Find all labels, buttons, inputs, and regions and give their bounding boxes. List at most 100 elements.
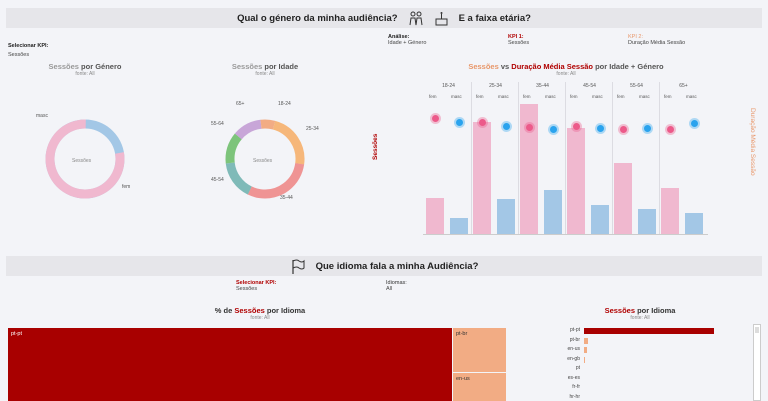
languages-control[interactable]: Idiomas: All [386, 280, 407, 292]
combo-bar-35-44-masc[interactable] [544, 190, 562, 234]
age-band-label: 25-34 [489, 83, 502, 89]
combo-bar-55-64-fem[interactable] [614, 163, 632, 234]
age-label-65plus: 65+ [236, 101, 245, 107]
lang-bar-en-us[interactable] [584, 347, 587, 353]
kpi1-control[interactable]: KPI 1: Sessões [508, 34, 529, 46]
lang-bar-label: en-us [567, 346, 580, 352]
combo-dot-25-34-fem[interactable] [479, 119, 486, 127]
combo-chart-header: Sessões vs Duração Média Sessão por Idad… [424, 62, 708, 77]
gender-chart-source: fonte: All [75, 71, 95, 77]
analysis-control[interactable]: Análise: Idade + Género [388, 34, 426, 46]
gender-chart-header: Sessões por Género fonte: All [30, 62, 140, 77]
lang-bar-label: pt-br [569, 336, 580, 343]
combo-baseline [423, 234, 708, 235]
select-kpi-value-2: Sessões [236, 286, 258, 292]
age-band-label: 35-44 [536, 83, 549, 89]
lang-bar-en-gb[interactable] [584, 356, 586, 363]
column-divider [659, 82, 660, 234]
combo-bar-25-34-masc[interactable] [497, 198, 515, 234]
column-divider [518, 82, 519, 234]
kpi2-value: Duração Média Sessão [628, 40, 686, 46]
combo-title-vs: vs [498, 62, 512, 71]
kpi2-control[interactable]: KPI 2: Duração Média Sessão [628, 34, 685, 46]
gender-label-fem: fem [122, 184, 131, 190]
gender-chart-title-rest: por Género [78, 62, 122, 71]
combo-dot-65+-fem[interactable] [667, 126, 674, 134]
people-icon [409, 11, 423, 25]
combo-dot-25-34-masc[interactable] [503, 122, 510, 130]
combo-bar-45-54-fem[interactable] [567, 127, 585, 234]
combo-bar-65+-fem[interactable] [661, 188, 679, 234]
gender-donut-center: Sessões [72, 158, 92, 164]
combo-dot-35-44-fem[interactable] [526, 123, 533, 131]
combo-dot-45-54-masc[interactable] [597, 124, 604, 132]
age-donut-chart[interactable] [220, 114, 310, 204]
age-band-label: 65+ [679, 83, 688, 89]
scrollbar-thumb[interactable] [755, 327, 759, 333]
lang-bar-pt-pt[interactable] [584, 328, 714, 334]
languages-label: Idiomas: [386, 280, 407, 286]
donut-slice-45-54[interactable] [220, 114, 310, 204]
kpi2-label: KPI 2: [628, 34, 643, 40]
combo-dot-18-24-masc[interactable] [456, 119, 463, 127]
combo-dot-18-24-fem[interactable] [432, 114, 439, 122]
age-chart-source: fonte: All [255, 71, 275, 77]
donut-slice-fem[interactable] [44, 118, 125, 199]
select-kpi-control-2[interactable]: Selecionar KPI: Sessões [236, 280, 276, 292]
gender-donut-chart[interactable] [40, 114, 130, 204]
age-donut-slices [220, 114, 310, 204]
column-divider [612, 82, 613, 234]
donut-slice-18-24[interactable] [225, 119, 305, 199]
treemap-title-post: por Idioma [264, 306, 306, 315]
combo-title-rest: por Idade + Género [593, 62, 664, 71]
gender-sub-label: fem [476, 94, 484, 99]
treemap-title-kpi: Sessões [234, 306, 265, 315]
combo-dot-45-54-fem[interactable] [573, 122, 580, 130]
treemap-cell-pt-pt[interactable]: pt-pt [8, 328, 452, 401]
age-label-55-64: 55-64 [211, 121, 224, 127]
combo-dot-35-44-masc[interactable] [550, 125, 557, 133]
languages-value: All [386, 286, 393, 292]
combo-dot-65+-masc[interactable] [691, 120, 698, 128]
lang-bar-source: fonte: All [630, 315, 650, 321]
column-divider [565, 82, 566, 234]
gender-label-masc: masc [36, 113, 48, 119]
combo-dot-55-64-fem[interactable] [620, 126, 627, 134]
treemap-cell-pt-br[interactable]: pt-br [453, 328, 506, 372]
banner-gender-question: Qual o género da minha audiência? [237, 12, 398, 24]
lang-bar-pt-br[interactable] [584, 337, 588, 344]
age-label-18-24: 18-24 [278, 101, 291, 107]
age-band-label: 45-54 [583, 83, 596, 89]
analysis-label: Análise: [388, 34, 410, 40]
combo-bar-18-24-masc[interactable] [450, 218, 468, 234]
treemap-cell-en-us[interactable]: en-us [453, 373, 506, 401]
combo-bar-65+-masc[interactable] [685, 213, 703, 234]
banner-age-question: E a faixa etária? [458, 12, 531, 24]
treemap-cell-label: en-us [456, 376, 470, 382]
donut-slice-35-44[interactable] [225, 119, 305, 199]
combo-dot-55-64-masc[interactable] [644, 124, 651, 132]
age-label-35-44: 35-44 [280, 195, 293, 201]
combo-bar-35-44-fem[interactable] [520, 104, 538, 234]
donut-slice-65+[interactable] [220, 114, 310, 204]
combo-bar-18-24-fem[interactable] [426, 197, 444, 234]
age-label-25-34: 25-34 [306, 126, 319, 132]
lang-bar-label: pt-pt [569, 327, 580, 333]
combo-bar-45-54-masc[interactable] [591, 204, 609, 234]
combo-bar-55-64-masc[interactable] [638, 209, 656, 234]
age-band-label: 55-64 [630, 83, 643, 89]
combo-right-axis-label: Duração Média Sessão [749, 108, 756, 176]
treemap-title-pre: % de [214, 306, 235, 315]
gender-sub-label: masc [451, 94, 462, 99]
lang-bar-header: Sessões por Idioma fonte: All [580, 306, 700, 321]
lang-bar-label: pt [575, 365, 580, 371]
donut-slice-55-64[interactable] [225, 119, 305, 199]
gender-sub-label: fem [429, 94, 437, 99]
lang-chart-scrollbar[interactable] [753, 324, 761, 401]
select-kpi-control[interactable]: Selecionar KPI: Sessões [8, 34, 48, 58]
age-label-45-54: 45-54 [211, 177, 224, 183]
gender-sub-label: fem [617, 94, 625, 99]
treemap-cell-label: pt-pt [11, 331, 23, 337]
combo-bar-25-34-fem[interactable] [473, 121, 491, 234]
birthday-cake-icon [435, 11, 448, 25]
